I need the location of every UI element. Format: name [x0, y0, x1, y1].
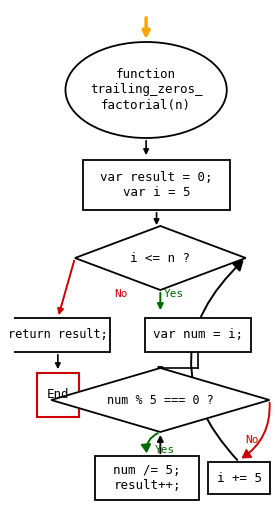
- Polygon shape: [75, 226, 246, 290]
- Text: var num = i;: var num = i;: [153, 329, 243, 341]
- FancyBboxPatch shape: [145, 318, 251, 352]
- FancyBboxPatch shape: [83, 160, 230, 210]
- FancyArrowPatch shape: [191, 261, 242, 460]
- FancyBboxPatch shape: [95, 456, 199, 500]
- Text: i <= n ?: i <= n ?: [130, 251, 190, 265]
- Text: No: No: [245, 435, 258, 445]
- Text: num /= 5;
result++;: num /= 5; result++;: [113, 464, 181, 492]
- Text: End: End: [47, 389, 69, 401]
- Ellipse shape: [65, 42, 227, 138]
- FancyBboxPatch shape: [208, 462, 270, 494]
- Text: Yes: Yes: [164, 289, 184, 299]
- Text: num % 5 === 0 ?: num % 5 === 0 ?: [107, 394, 214, 406]
- Text: var result = 0;
var i = 5: var result = 0; var i = 5: [100, 171, 213, 199]
- Polygon shape: [51, 368, 269, 432]
- Text: No: No: [114, 289, 127, 299]
- FancyBboxPatch shape: [6, 318, 110, 352]
- Text: return result;: return result;: [8, 329, 108, 341]
- FancyArrowPatch shape: [142, 433, 158, 452]
- FancyArrowPatch shape: [243, 403, 270, 457]
- Text: Yes: Yes: [155, 445, 175, 455]
- Text: function
trailing_zeros_
factorial(n): function trailing_zeros_ factorial(n): [90, 69, 202, 111]
- FancyBboxPatch shape: [37, 373, 79, 417]
- Text: i += 5: i += 5: [217, 471, 262, 485]
